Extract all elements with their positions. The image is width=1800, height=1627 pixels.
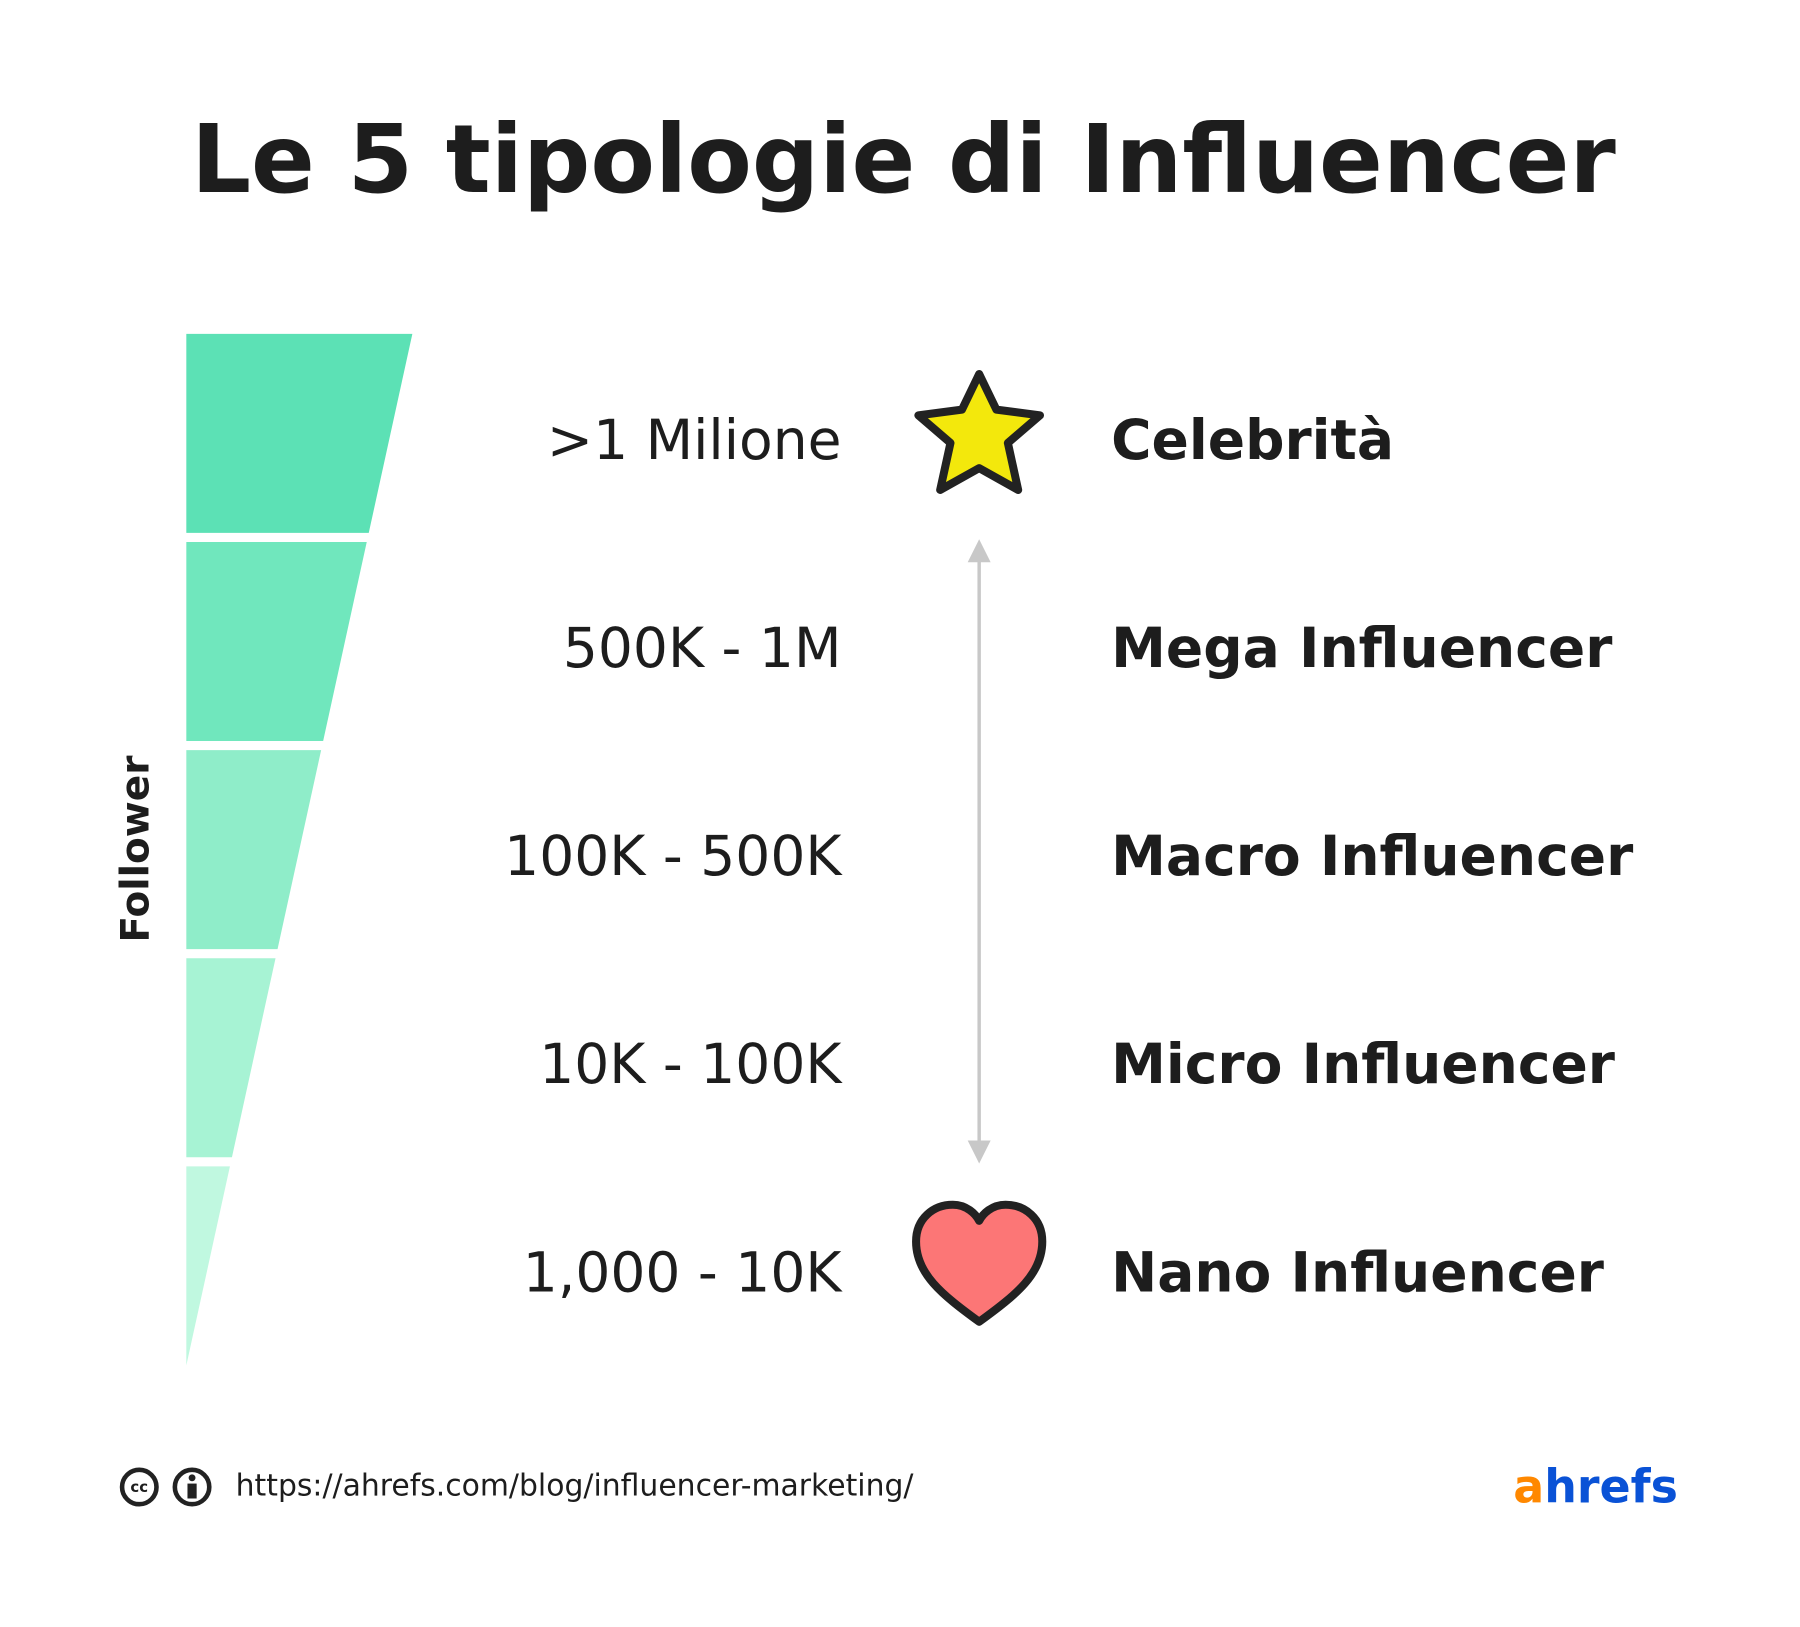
axis-label: Follower (114, 755, 159, 943)
follower-range: 10K - 100K (539, 1032, 843, 1096)
tier-name: Nano Influencer (1111, 1240, 1604, 1304)
tier-name: Celebrità (1111, 408, 1394, 472)
tier-name: Mega Influencer (1111, 616, 1612, 680)
cc-icon (119, 1467, 159, 1507)
cc-icon-glyph: cc (130, 1478, 148, 1496)
follower-range: 100K - 500K (504, 824, 843, 888)
funnel-segment (186, 542, 367, 741)
funnel-segment (186, 750, 322, 950)
logo: ahrefs (1513, 1459, 1678, 1513)
by-icon-body (187, 1483, 197, 1499)
tier-name: Micro Influencer (1111, 1032, 1615, 1096)
follower-range: >1 Milione (547, 408, 842, 472)
logo-a: a (1513, 1459, 1544, 1513)
heart-icon (912, 1200, 1047, 1326)
source-url: https://ahrefs.com/blog/influencer-marke… (236, 1469, 915, 1504)
funnel-segment (186, 958, 276, 1158)
tier-name: Macro Influencer (1111, 824, 1633, 888)
arrow-head (967, 1140, 991, 1164)
arrow-head (967, 539, 991, 563)
by-icon (172, 1467, 212, 1507)
star-icon (914, 370, 1044, 494)
title: Le 5 tipologie di Influencer (191, 106, 1616, 215)
by-icon-head (188, 1474, 196, 1482)
follower-range: 1,000 - 10K (523, 1240, 844, 1304)
logo-hrefs: hrefs (1544, 1459, 1678, 1513)
follower-range: 500K - 1M (563, 616, 842, 680)
funnel-segment (186, 1166, 230, 1366)
cc-icons: cc (119, 1467, 212, 1507)
funnel-segment (186, 333, 413, 533)
